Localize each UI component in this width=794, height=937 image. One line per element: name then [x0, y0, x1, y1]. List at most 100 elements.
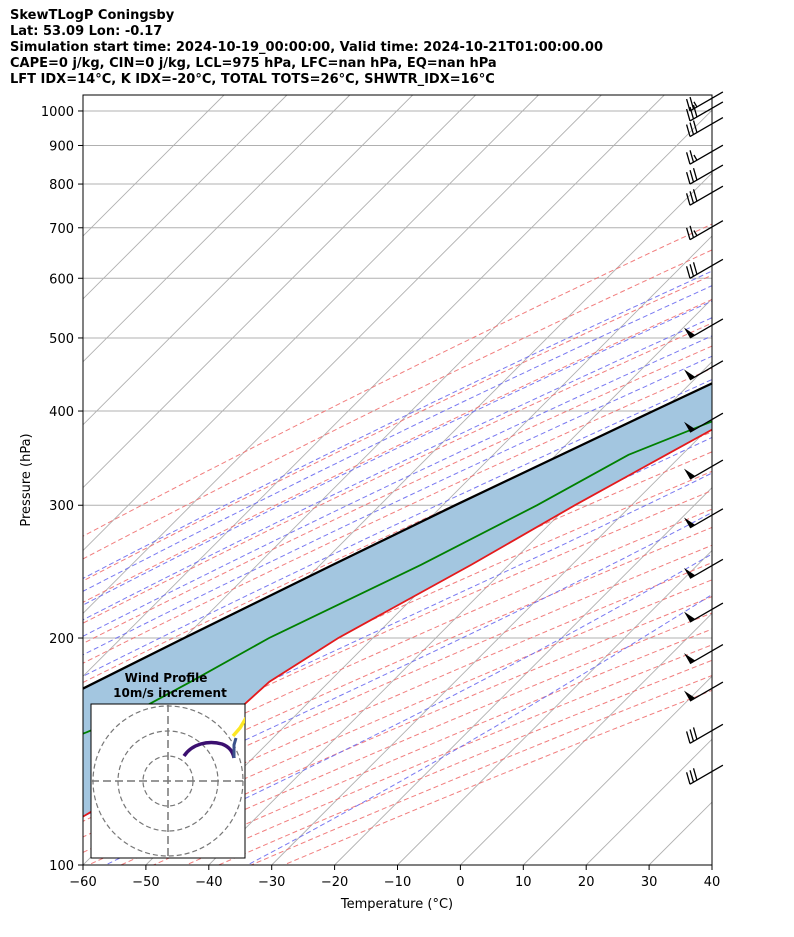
x-tick-label: 20 — [578, 875, 595, 890]
hodograph-inset: Wind Profile 10m/s increment — [90, 671, 246, 859]
wind-barb-18 — [685, 764, 724, 785]
dry-adiabat-20 — [83, 367, 712, 664]
isotherm--110 — [83, 95, 539, 552]
isotherm--30 — [271, 424, 712, 865]
y-tick-label: 500 — [49, 332, 74, 347]
wind-barb-shaft — [689, 91, 724, 112]
isotherm--150 — [83, 95, 288, 300]
wind-barb-2 — [685, 116, 724, 138]
wind-barb-pennant — [684, 611, 696, 623]
dry-adiabat-110 — [83, 544, 712, 822]
wind-barb-4 — [685, 164, 724, 185]
wind-barb-feather — [685, 731, 691, 744]
moist-adiabat-25 — [83, 472, 712, 771]
wind-barb-feather — [689, 729, 695, 742]
wind-barb-feather — [692, 104, 698, 118]
parcel-profile-line — [83, 382, 712, 690]
wind-barb-feather — [685, 108, 691, 122]
wind-barb-feather — [685, 98, 691, 112]
time-line: Simulation start time: 2024-10-19_00:00:… — [10, 40, 603, 55]
background-lines — [83, 95, 794, 865]
wind-barb-17 — [685, 723, 724, 744]
wind-barbs — [684, 91, 724, 785]
wind-barb-0 — [685, 91, 724, 112]
isotherm--120 — [83, 95, 476, 489]
indices-line-1: CAPE=0 j/kg, CIN=0 j/kg, LCL=975 hPa, LF… — [10, 56, 497, 71]
wind-barb-shaft — [689, 643, 724, 665]
isotherm-0 — [460, 612, 712, 865]
y-tick-label: 800 — [49, 178, 74, 193]
wind-barb-shaft — [689, 318, 724, 339]
mixing-ratio-0.1 — [756, 95, 794, 278]
wind-barb-shaft — [689, 164, 724, 185]
wind-barb-half-feather — [693, 101, 698, 108]
hodograph-trace-high — [231, 717, 245, 738]
y-tick-label: 1000 — [41, 105, 74, 120]
isotherm--20 — [334, 486, 712, 865]
wind-barb-10 — [684, 412, 724, 433]
wind-barb-pennant — [684, 690, 696, 702]
wind-barb-feather — [689, 169, 695, 183]
y-tick-label: 900 — [49, 139, 74, 154]
isotherm--140 — [83, 95, 351, 363]
x-tick-label: −50 — [132, 875, 159, 890]
wind-barb-shaft — [689, 459, 724, 480]
y-tick-label: 400 — [49, 405, 74, 420]
wind-barb-feather — [685, 772, 691, 785]
wind-barb-11 — [684, 459, 724, 480]
wind-barb-feather — [685, 227, 691, 240]
indices-line-2: LFT IDX=14°C, K IDX=-20°C, TOTAL TOTS=26… — [10, 72, 495, 87]
wind-barb-feather — [689, 191, 695, 204]
x-tick-label: −40 — [195, 875, 222, 890]
wind-barb-shaft — [689, 723, 724, 744]
x-tick-label: −20 — [321, 875, 348, 890]
isotherm--100 — [83, 95, 602, 615]
wind-barb-half-feather — [693, 230, 698, 237]
chart-header: SkewTLogP Coningsby Lat: 53.09 Lon: -0.1… — [10, 8, 790, 88]
dry-adiabat-70 — [83, 470, 712, 756]
wind-barb-feather — [689, 770, 695, 783]
isotherm-50 — [775, 95, 794, 865]
dry-adiabat-170 — [185, 644, 712, 865]
y-tick-label: 600 — [49, 272, 74, 287]
x-tick-label: 0 — [456, 875, 464, 890]
wind-barb-9 — [684, 360, 724, 381]
y-tick-label: 700 — [49, 222, 74, 237]
wind-barb-1 — [685, 101, 724, 122]
wind-barb-feather — [685, 266, 691, 279]
wind-barb-12 — [684, 508, 724, 529]
wind-barb-5 — [685, 185, 724, 206]
wind-barb-16 — [684, 681, 724, 702]
wind-barb-shaft — [689, 220, 724, 241]
x-tick-label: 30 — [641, 875, 658, 890]
wind-barb-8 — [684, 318, 724, 339]
wind-barb-feather — [689, 264, 695, 277]
cin-shaded-region — [83, 383, 712, 817]
dry-adiabat--40 — [83, 223, 712, 537]
dry-adiabat-160 — [153, 628, 712, 865]
wind-barb-feather — [685, 193, 691, 206]
isotherm--90 — [83, 95, 665, 677]
dry-adiabat-0 — [83, 322, 712, 624]
wind-barb-7 — [685, 258, 724, 279]
wind-barb-half-feather — [693, 154, 698, 161]
hodograph-title: Wind Profile — [125, 671, 208, 685]
cape-cin-shading — [83, 383, 712, 817]
isotherm-40 — [711, 864, 712, 865]
wind-barb-feather — [692, 189, 698, 202]
wind-barb-shaft — [689, 558, 724, 579]
x-tick-label: 40 — [704, 875, 721, 890]
wind-barb-feather — [692, 727, 698, 740]
wind-barb-feather — [692, 167, 698, 181]
wind-barb-14 — [684, 602, 724, 623]
isotherm-10 — [522, 675, 712, 865]
y-axis-label: Pressure (hPa) — [19, 433, 34, 526]
x-tick-label: −30 — [258, 875, 285, 890]
isotherm--130 — [83, 95, 414, 426]
location-line: Lat: 53.09 Lon: -0.17 — [10, 24, 163, 39]
isotherm--160 — [83, 95, 225, 237]
wind-barb-feather — [685, 124, 691, 137]
moist-adiabat--20 — [83, 270, 712, 580]
wind-barb-shaft — [689, 360, 724, 381]
dry-adiabat-90 — [83, 508, 712, 790]
